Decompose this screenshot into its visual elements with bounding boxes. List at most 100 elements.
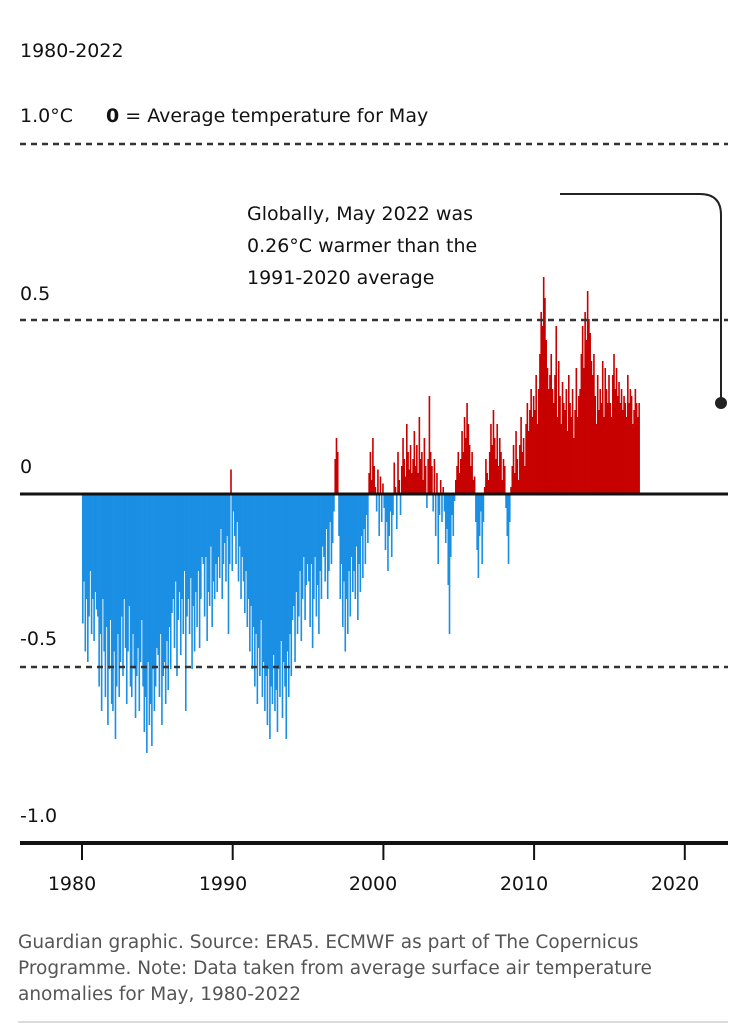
anomaly-bar [246, 494, 249, 627]
anomaly-bar [179, 494, 182, 655]
anomaly-bar [171, 494, 173, 613]
anomaly-bar [481, 494, 483, 564]
anomaly-bar [483, 487, 486, 494]
anomaly-bar [257, 494, 260, 648]
anomaly-bar [95, 494, 98, 610]
anomaly-bar [637, 417, 639, 494]
anomaly-bar [303, 494, 305, 557]
anomaly-bar [566, 431, 569, 494]
anomaly-bar [569, 403, 571, 494]
anomaly-bar [315, 494, 318, 617]
annotation-text: Globally, May 2022 was 0.26°C warmer tha… [247, 198, 507, 294]
anomaly-bar [127, 494, 129, 652]
anomaly-bar [488, 452, 491, 494]
anomaly-bar [414, 466, 417, 494]
anomaly-bar [289, 494, 291, 634]
anomaly-bar [529, 410, 531, 494]
anomaly-bar [201, 494, 203, 557]
anomaly-bar [560, 424, 563, 494]
anomaly-bar [329, 494, 332, 522]
y-tick-label-minus-1.0: -1.0 [20, 805, 58, 827]
anomaly-bar [159, 494, 162, 634]
anomaly-bar [152, 494, 154, 669]
anomaly-bar [395, 494, 398, 529]
anomaly-bar [608, 375, 610, 494]
anomaly-bar [634, 389, 637, 494]
anomaly-bar [555, 326, 558, 494]
anomaly-bar [191, 494, 193, 669]
anomaly-bar [547, 389, 550, 494]
x-tick-label-2010: 2010 [499, 873, 549, 895]
anomaly-bar [549, 375, 551, 494]
anomaly-bar [537, 389, 540, 494]
anomaly-bar [426, 494, 428, 508]
anomaly-bar [164, 494, 167, 704]
anomaly-bar [614, 389, 617, 494]
anomaly-bar [594, 396, 596, 494]
anomaly-bar [487, 480, 490, 494]
anomaly-bar [187, 494, 190, 599]
anomaly-bar [522, 438, 525, 494]
anomaly-bar [452, 494, 455, 536]
anomaly-bar [561, 382, 564, 494]
anomaly-bar [421, 452, 423, 494]
anomaly-bar [482, 494, 485, 522]
anomaly-bar [333, 494, 335, 512]
anomaly-bar [100, 494, 103, 711]
anomaly-bar [564, 410, 566, 494]
anomaly-bar [505, 494, 507, 508]
anomaly-bar [98, 494, 100, 687]
anomaly-bar [193, 494, 196, 652]
anomaly-bar [161, 494, 163, 725]
anomaly-bar [217, 494, 220, 557]
anomaly-bar [501, 480, 504, 494]
anomaly-bar [412, 459, 414, 494]
anomaly-bar [118, 494, 121, 697]
anomaly-bar [370, 480, 373, 494]
zero-legend-note: 0 = Average temperature for May [106, 105, 428, 127]
anomaly-bar [154, 494, 157, 687]
anomaly-bar [298, 494, 300, 617]
anomaly-bar [618, 382, 620, 494]
source-note: Guardian graphic. Source: ERA5. ECMWF as… [18, 932, 652, 1005]
anomaly-bar [552, 403, 555, 494]
anomaly-bar [438, 494, 441, 515]
anomaly-bar [310, 494, 313, 564]
anomaly-bar [270, 494, 272, 687]
anomaly-bar [373, 466, 375, 494]
anomaly-bar [419, 459, 422, 494]
anomaly-bar [598, 410, 600, 494]
anomaly-bar [331, 494, 334, 543]
anomaly-bar [622, 410, 624, 494]
anomaly-bar [129, 494, 132, 687]
anomaly-bar [604, 368, 607, 494]
anomaly-bar [596, 375, 599, 494]
annotation-line-2: 0.26°C warmer than the [247, 235, 478, 257]
anomaly-bar [306, 494, 309, 564]
anomaly-bar [250, 494, 252, 606]
anomaly-bar [232, 494, 235, 512]
anomaly-bar [223, 494, 226, 543]
anomaly-bar [500, 452, 502, 494]
anomaly-bar [354, 494, 357, 599]
anomaly-bar [318, 494, 320, 634]
anomaly-bar [144, 494, 147, 697]
anomaly-bar [216, 494, 218, 592]
anomaly-bar [461, 431, 463, 494]
anomaly-bar [255, 494, 257, 634]
anomaly-bar [562, 403, 565, 494]
anomaly-bar [502, 459, 505, 494]
anomaly-bar [251, 494, 254, 669]
anomaly-bar [236, 494, 239, 522]
anomaly-bar [478, 494, 481, 536]
anomaly-bar [113, 494, 116, 652]
anomaly-bar [182, 494, 185, 634]
anomaly-bar [147, 494, 149, 662]
anomaly-bar [583, 368, 585, 494]
x-tick-label-1980: 1980 [47, 873, 97, 895]
anomaly-bar [94, 494, 97, 592]
highlight-point-may-2022 [715, 397, 727, 409]
anomaly-bar [557, 361, 560, 494]
anomaly-bar [120, 494, 123, 617]
